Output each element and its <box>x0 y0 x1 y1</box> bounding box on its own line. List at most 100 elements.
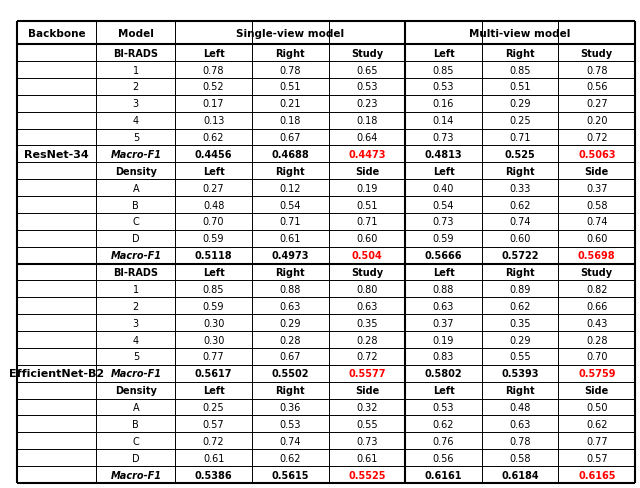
Text: 0.63: 0.63 <box>280 301 301 311</box>
Text: 0.35: 0.35 <box>356 318 378 328</box>
Text: 0.78: 0.78 <box>586 65 607 75</box>
Text: A: A <box>132 402 139 412</box>
Text: 0.20: 0.20 <box>586 116 607 126</box>
Text: 0.88: 0.88 <box>280 285 301 294</box>
Text: 0.29: 0.29 <box>280 318 301 328</box>
Text: D: D <box>132 234 140 244</box>
Text: 4: 4 <box>132 116 139 126</box>
Text: 0.72: 0.72 <box>203 436 225 446</box>
Text: Right: Right <box>275 166 305 177</box>
Text: Study: Study <box>351 48 383 59</box>
Text: 0.61: 0.61 <box>203 453 224 463</box>
Text: 0.65: 0.65 <box>356 65 378 75</box>
Text: BI-RADS: BI-RADS <box>113 267 158 278</box>
Text: 0.61: 0.61 <box>356 453 378 463</box>
Text: 0.76: 0.76 <box>433 436 454 446</box>
Text: 0.19: 0.19 <box>433 335 454 345</box>
Text: Macro-F1: Macro-F1 <box>110 469 161 480</box>
Text: B: B <box>132 200 139 210</box>
Text: 0.5393: 0.5393 <box>501 368 539 379</box>
Text: 0.4813: 0.4813 <box>425 150 462 160</box>
Text: 0.78: 0.78 <box>280 65 301 75</box>
Text: Left: Left <box>433 166 454 177</box>
Text: 0.54: 0.54 <box>280 200 301 210</box>
Text: 1: 1 <box>132 285 139 294</box>
Text: 0.58: 0.58 <box>586 200 607 210</box>
Text: Left: Left <box>203 386 225 395</box>
Text: Macro-F1: Macro-F1 <box>110 368 161 379</box>
Text: C: C <box>132 217 139 227</box>
Text: Study: Study <box>580 48 613 59</box>
Text: 0.28: 0.28 <box>280 335 301 345</box>
Text: 0.5386: 0.5386 <box>195 469 232 480</box>
Text: 0.5525: 0.5525 <box>348 469 386 480</box>
Text: Side: Side <box>585 166 609 177</box>
Text: 0.18: 0.18 <box>280 116 301 126</box>
Text: 0.4456: 0.4456 <box>195 150 232 160</box>
Text: 0.52: 0.52 <box>203 82 225 92</box>
Text: C: C <box>132 436 139 446</box>
Text: 0.25: 0.25 <box>203 402 225 412</box>
Text: 0.55: 0.55 <box>356 419 378 429</box>
Text: Right: Right <box>275 48 305 59</box>
Text: Left: Left <box>433 386 454 395</box>
Text: 0.67: 0.67 <box>280 352 301 362</box>
Text: Left: Left <box>433 48 454 59</box>
Text: Right: Right <box>506 267 535 278</box>
Text: 0.56: 0.56 <box>433 453 454 463</box>
Text: 4: 4 <box>132 335 139 345</box>
Text: 0.67: 0.67 <box>280 133 301 142</box>
Text: 0.19: 0.19 <box>356 183 378 193</box>
Text: 0.62: 0.62 <box>280 453 301 463</box>
Text: Left: Left <box>203 166 225 177</box>
Text: Right: Right <box>506 48 535 59</box>
Text: 3: 3 <box>132 318 139 328</box>
Text: B: B <box>132 419 139 429</box>
Text: 0.36: 0.36 <box>280 402 301 412</box>
Text: 0.73: 0.73 <box>433 217 454 227</box>
Text: 0.60: 0.60 <box>586 234 607 244</box>
Text: 0.73: 0.73 <box>433 133 454 142</box>
Text: 5: 5 <box>132 352 139 362</box>
Text: 0.525: 0.525 <box>505 150 536 160</box>
Text: 0.53: 0.53 <box>433 402 454 412</box>
Text: 0.54: 0.54 <box>433 200 454 210</box>
Text: 0.62: 0.62 <box>509 200 531 210</box>
Text: 0.48: 0.48 <box>509 402 531 412</box>
Text: 0.28: 0.28 <box>356 335 378 345</box>
Text: 0.59: 0.59 <box>203 234 225 244</box>
Text: Left: Left <box>203 48 225 59</box>
Text: 0.21: 0.21 <box>280 99 301 109</box>
Text: 0.27: 0.27 <box>586 99 607 109</box>
Text: 0.71: 0.71 <box>280 217 301 227</box>
Text: 0.50: 0.50 <box>586 402 607 412</box>
Text: Density: Density <box>115 386 157 395</box>
Text: 0.4688: 0.4688 <box>271 150 309 160</box>
Text: 0.62: 0.62 <box>203 133 225 142</box>
Text: 2: 2 <box>132 82 139 92</box>
Text: 0.30: 0.30 <box>203 318 224 328</box>
Text: 0.64: 0.64 <box>356 133 378 142</box>
Text: 0.88: 0.88 <box>433 285 454 294</box>
Text: 0.13: 0.13 <box>203 116 224 126</box>
Text: Density: Density <box>115 166 157 177</box>
Text: Right: Right <box>506 386 535 395</box>
Text: 0.48: 0.48 <box>203 200 224 210</box>
Text: 0.59: 0.59 <box>203 301 225 311</box>
Text: 0.4973: 0.4973 <box>271 251 309 261</box>
Text: 0.71: 0.71 <box>509 133 531 142</box>
Text: 0.5722: 0.5722 <box>501 251 539 261</box>
Text: 0.51: 0.51 <box>356 200 378 210</box>
Text: 0.74: 0.74 <box>586 217 607 227</box>
Text: 0.5802: 0.5802 <box>425 368 462 379</box>
Text: 0.5502: 0.5502 <box>271 368 309 379</box>
Text: 0.40: 0.40 <box>433 183 454 193</box>
Text: 0.57: 0.57 <box>586 453 607 463</box>
Text: 0.4473: 0.4473 <box>348 150 386 160</box>
Text: Right: Right <box>275 386 305 395</box>
Text: 0.32: 0.32 <box>356 402 378 412</box>
Text: 0.5577: 0.5577 <box>348 368 386 379</box>
Text: 0.85: 0.85 <box>433 65 454 75</box>
Text: 0.6161: 0.6161 <box>425 469 462 480</box>
Text: Macro-F1: Macro-F1 <box>110 150 161 160</box>
